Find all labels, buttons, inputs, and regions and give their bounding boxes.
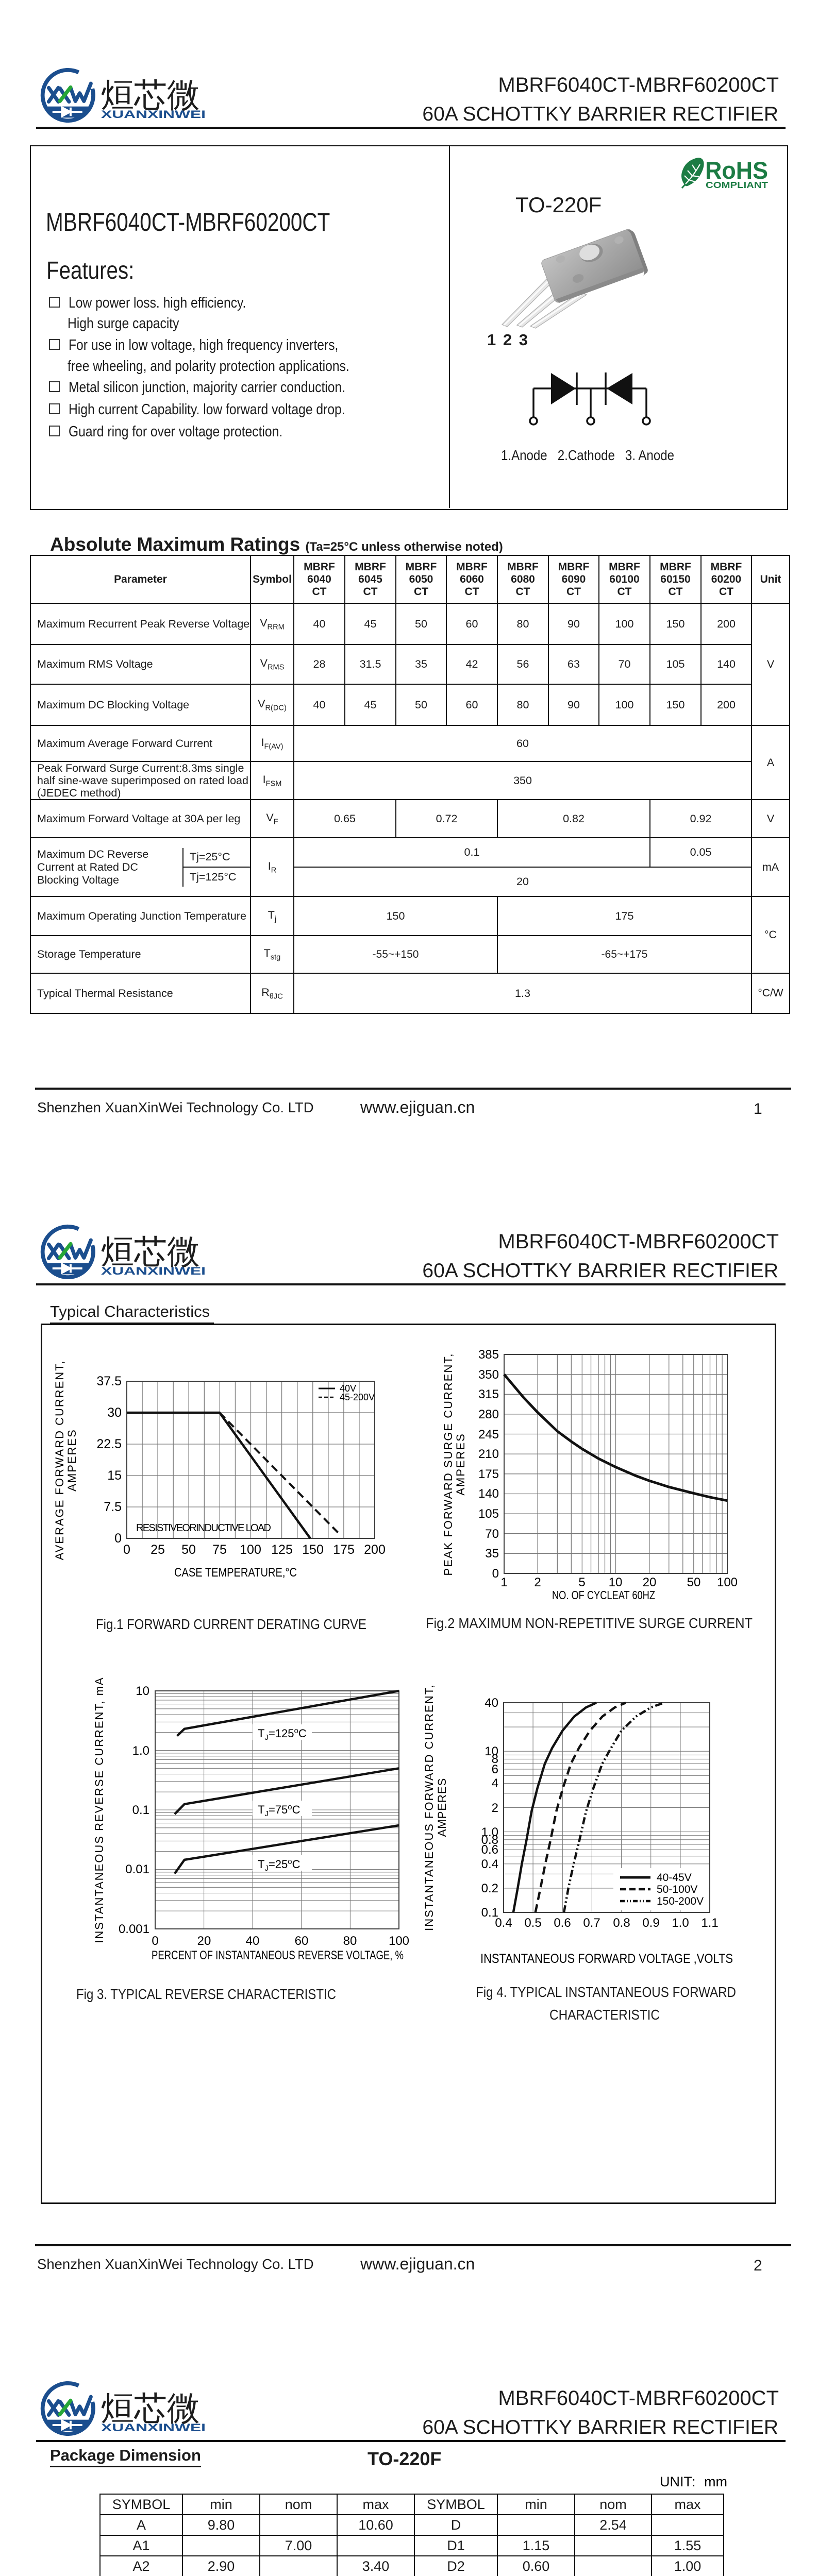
svg-text:40: 40 — [485, 1696, 498, 1710]
svg-text:15: 15 — [107, 1468, 122, 1483]
svg-text:2: 2 — [534, 1575, 541, 1589]
svg-text:100: 100 — [389, 1934, 409, 1948]
svg-text:0.9: 0.9 — [642, 1916, 659, 1930]
svg-text:NO. OF CYCLEAT 60HZ: NO. OF CYCLEAT 60HZ — [552, 1588, 655, 1602]
svg-text:XUANXINWEI: XUANXINWEI — [101, 2421, 206, 2434]
svg-text:6: 6 — [492, 1762, 498, 1776]
svg-text:PERCENT OF INSTANTANEOUS REVER: PERCENT OF INSTANTANEOUS REVERSE VOLTAGE… — [152, 1948, 404, 1962]
svg-text:50: 50 — [181, 1543, 196, 1557]
svg-text:80: 80 — [343, 1934, 357, 1948]
svg-text:0.01: 0.01 — [125, 1862, 149, 1876]
svg-text:1.Anode 2.Cathode 3. Anode: 1.Anode 2.Cathode 3. Anode — [501, 447, 674, 463]
svg-text:Fig.1 FORWARD CURRENT DERATING: Fig.1 FORWARD CURRENT DERATING CURVE — [96, 1616, 366, 1632]
svg-text:1: 1 — [500, 1575, 507, 1589]
svg-text:45-200V: 45-200V — [340, 1392, 375, 1402]
svg-text:0.001: 0.001 — [119, 1922, 149, 1936]
svg-text:RoHS: RoHS — [705, 157, 768, 184]
svg-text:140: 140 — [478, 1487, 499, 1501]
svg-text:20: 20 — [643, 1575, 657, 1589]
svg-text:175: 175 — [333, 1543, 355, 1557]
svg-text:INSTANTANEOUS FORWARD VOLTAG: INSTANTANEOUS FORWARD VOLTAGE ,VOLTS — [480, 1952, 733, 1966]
svg-text::: : — [692, 2474, 696, 2489]
svg-text:105: 105 — [478, 1507, 499, 1521]
svg-text:AVERAGE FORWARD CURRENT,: AVERAGE FORWARD CURRENT, — [53, 1360, 66, 1561]
svg-text:280: 280 — [478, 1408, 499, 1421]
svg-text:0: 0 — [492, 1567, 499, 1581]
svg-text:XUANXINWEI: XUANXINWEI — [101, 108, 206, 121]
svg-text:RESISTIVEORINDUCTIVE LOAD: RESISTIVEORINDUCTIVE LOAD — [136, 1522, 271, 1534]
svg-text:AMPERES: AMPERES — [436, 1778, 448, 1837]
svg-text:1.0: 1.0 — [672, 1916, 689, 1930]
svg-text:8: 8 — [492, 1752, 498, 1766]
svg-text:7.5: 7.5 — [104, 1500, 122, 1514]
svg-text:0.8: 0.8 — [613, 1916, 630, 1930]
svg-text:50: 50 — [687, 1575, 701, 1589]
svg-text:UNIT: UNIT — [660, 2474, 692, 2489]
svg-text:60: 60 — [295, 1934, 309, 1948]
svg-text:210: 210 — [478, 1447, 499, 1461]
svg-text:50-100V: 50-100V — [657, 1884, 697, 1895]
svg-text:1.0: 1.0 — [132, 1744, 149, 1758]
svg-text:0.7: 0.7 — [583, 1916, 600, 1930]
svg-text:100: 100 — [240, 1543, 261, 1557]
svg-text:AMPERES: AMPERES — [65, 1429, 78, 1492]
svg-text:22.5: 22.5 — [96, 1437, 122, 1451]
svg-text:COMPLIANT: COMPLIANT — [706, 180, 768, 190]
svg-text:0: 0 — [123, 1543, 130, 1557]
svg-text:0.4: 0.4 — [481, 1857, 498, 1871]
svg-text:40: 40 — [246, 1934, 260, 1948]
svg-text:315: 315 — [478, 1387, 499, 1401]
svg-text:INSTANTANEOUS REVERSE CURREN: INSTANTANEOUS REVERSE CURRENT, mA — [93, 1676, 106, 1943]
svg-text:0.6: 0.6 — [481, 1843, 498, 1857]
svg-text:CHARACTERISTIC: CHARACTERISTIC — [549, 2007, 660, 2023]
svg-text:70: 70 — [485, 1527, 499, 1541]
svg-text:0.4: 0.4 — [495, 1916, 512, 1930]
svg-text:5: 5 — [578, 1575, 585, 1589]
svg-text:0.2: 0.2 — [481, 1882, 498, 1895]
svg-text:200: 200 — [364, 1543, 386, 1557]
svg-text:1.1: 1.1 — [701, 1916, 718, 1930]
svg-text:37.5: 37.5 — [96, 1374, 122, 1388]
svg-text:10: 10 — [136, 1684, 149, 1698]
svg-text:XUANXINWEI: XUANXINWEI — [101, 1265, 206, 1277]
svg-text:2: 2 — [492, 1801, 498, 1815]
svg-text:mm: mm — [704, 2474, 727, 2489]
svg-text:0.1: 0.1 — [132, 1803, 149, 1817]
svg-text:0.8: 0.8 — [481, 1833, 498, 1847]
svg-text:75: 75 — [212, 1543, 227, 1557]
svg-text:Fig 4. TYPICAL INSTANTANEOUS F: Fig 4. TYPICAL INSTANTANEOUS FORWARD — [476, 1984, 736, 2000]
svg-text:175: 175 — [478, 1467, 499, 1481]
svg-text:PEAK FORWARD SURGE CURRENT,: PEAK FORWARD SURGE CURRENT, — [442, 1353, 455, 1576]
svg-text:125: 125 — [271, 1543, 293, 1557]
svg-text:INSTANTANEOUS FORWARD CURREN: INSTANTANEOUS FORWARD CURRENT, — [423, 1684, 436, 1931]
svg-text:150: 150 — [302, 1543, 324, 1557]
svg-text:245: 245 — [478, 1428, 499, 1442]
svg-text:0.1: 0.1 — [481, 1906, 498, 1920]
svg-text:AMPERES: AMPERES — [454, 1433, 467, 1496]
svg-text:0: 0 — [114, 1531, 122, 1546]
svg-text:CASE TEMPERATURE,°C: CASE TEMPERATURE,°C — [174, 1566, 297, 1580]
svg-text:20: 20 — [197, 1934, 211, 1948]
svg-text:4: 4 — [492, 1776, 498, 1790]
svg-text:1.0: 1.0 — [481, 1825, 498, 1839]
svg-text:35: 35 — [485, 1547, 499, 1561]
svg-text:100: 100 — [717, 1575, 738, 1589]
svg-text:350: 350 — [478, 1368, 499, 1382]
svg-text:10: 10 — [485, 1744, 498, 1758]
svg-text:385: 385 — [478, 1348, 499, 1362]
svg-text:10: 10 — [609, 1575, 623, 1589]
svg-text:25: 25 — [151, 1543, 165, 1557]
svg-text:Fig 3. TYPICAL REVERSE CHARACT: Fig 3. TYPICAL REVERSE CHARACTERISTIC — [76, 1986, 336, 2002]
svg-text:40-45V: 40-45V — [657, 1872, 692, 1884]
svg-text:150-200V: 150-200V — [657, 1895, 704, 1907]
svg-text:Fig.2 MAXIMUM NON-REPETITIVE S: Fig.2 MAXIMUM NON-REPETITIVE SURGE CURRE… — [426, 1615, 753, 1631]
svg-text:30: 30 — [107, 1405, 122, 1420]
svg-text:0: 0 — [152, 1934, 158, 1948]
svg-text:0.5: 0.5 — [524, 1916, 541, 1930]
svg-text:0.6: 0.6 — [554, 1916, 571, 1930]
svg-text:40V: 40V — [340, 1383, 356, 1394]
